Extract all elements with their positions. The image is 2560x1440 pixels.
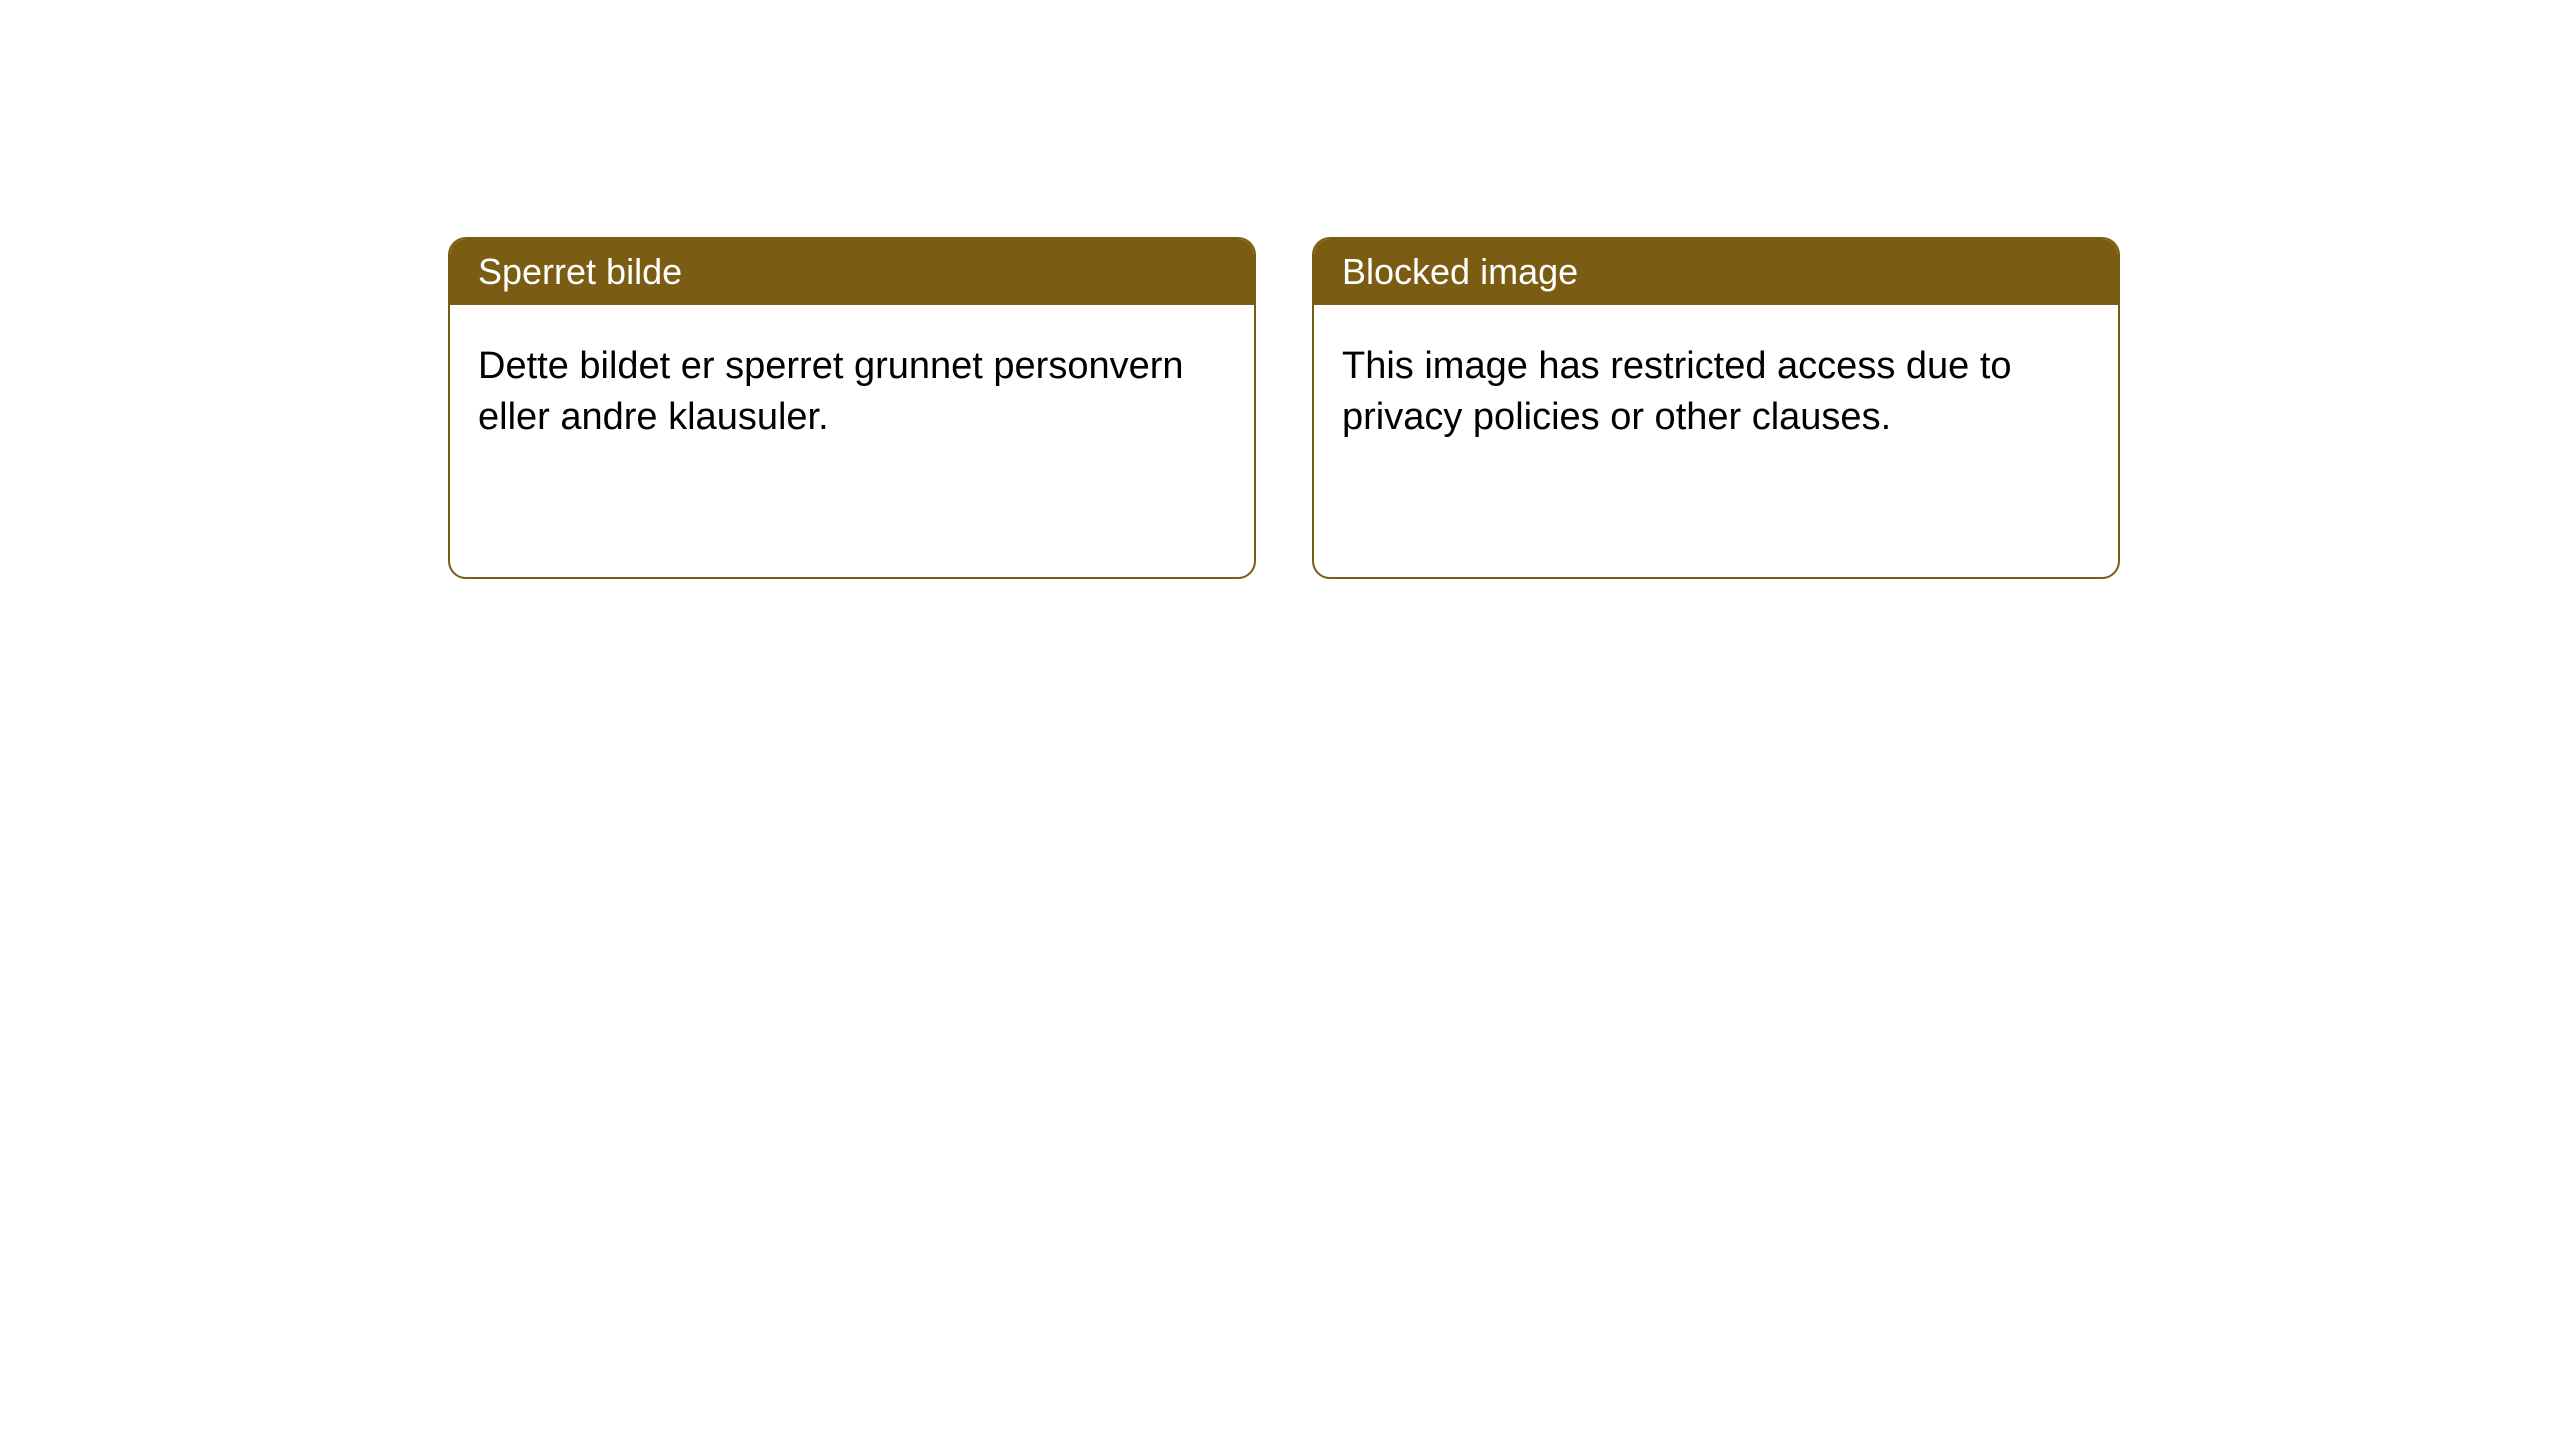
card-body-text: Dette bildet er sperret grunnet personve… <box>478 345 1184 438</box>
card-body: Dette bildet er sperret grunnet personve… <box>450 305 1254 577</box>
card-header: Blocked image <box>1314 239 2118 305</box>
card-body: This image has restricted access due to … <box>1314 305 2118 577</box>
blocked-image-card-en: Blocked image This image has restricted … <box>1312 237 2120 579</box>
card-header: Sperret bilde <box>450 239 1254 305</box>
blocked-image-card-no: Sperret bilde Dette bildet er sperret gr… <box>448 237 1256 579</box>
notice-container: Sperret bilde Dette bildet er sperret gr… <box>448 237 2120 579</box>
card-body-text: This image has restricted access due to … <box>1342 345 2012 438</box>
card-title: Sperret bilde <box>478 251 682 292</box>
card-title: Blocked image <box>1342 251 1578 292</box>
